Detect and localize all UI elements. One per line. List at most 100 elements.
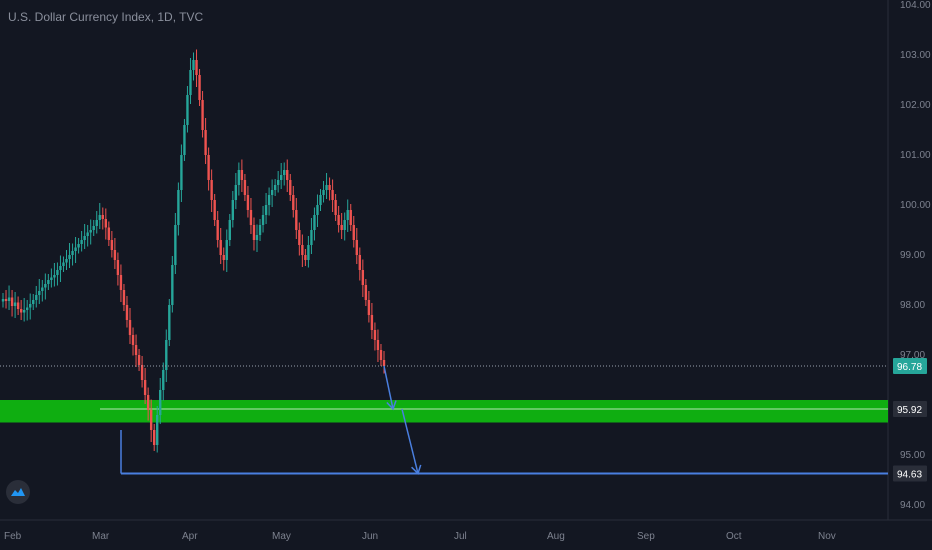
candle-body (367, 300, 371, 315)
candle-body (65, 259, 68, 263)
candle-body (240, 170, 244, 180)
candle-body (83, 236, 86, 240)
projection-arrow[interactable] (401, 408, 419, 474)
candle-body (13, 302, 17, 306)
projection-arrowhead (411, 464, 422, 475)
candle-body (301, 245, 304, 255)
candle-body (358, 255, 362, 270)
candle-body (29, 304, 32, 308)
candle-body (289, 180, 292, 195)
candle-body (231, 200, 235, 220)
chart-title: U.S. Dollar Currency Index, 1D, TVC (8, 10, 204, 24)
candle-body (107, 227, 111, 240)
price-tag-label: 94.63 (897, 470, 922, 481)
candle-body (261, 215, 265, 225)
candle-body (68, 255, 71, 259)
candle-body (343, 220, 346, 230)
candle-body (304, 255, 307, 260)
candle-body (310, 230, 313, 245)
y-tick-label: 103.00 (900, 50, 931, 61)
candle-body (180, 155, 183, 190)
candle-body (149, 410, 153, 430)
x-tick-label: Apr (182, 531, 198, 542)
candle-body (352, 225, 355, 240)
candle-body (113, 250, 117, 260)
candle-body (273, 185, 277, 190)
candle-body (140, 365, 144, 380)
candle-body (10, 297, 14, 306)
candle-body (313, 215, 316, 230)
candle-body (322, 190, 325, 195)
candle-body (355, 240, 358, 255)
price-tag (893, 465, 927, 482)
x-tick-label: Sep (637, 531, 655, 542)
candle-body (243, 180, 247, 195)
price-tag (893, 401, 927, 417)
tradingview-logo-icon[interactable] (6, 480, 30, 504)
candle-body (328, 185, 331, 190)
candle-body (125, 305, 129, 320)
candle-body (4, 299, 8, 301)
candle-body (192, 60, 195, 70)
support-zone[interactable] (0, 400, 888, 423)
candle-body (264, 205, 268, 215)
candle-body (131, 335, 135, 345)
x-tick-label: Mar (92, 531, 110, 542)
candle-body (156, 415, 159, 445)
candle-body (53, 275, 56, 278)
logo-glyph (11, 488, 25, 496)
candle-body (349, 210, 352, 225)
candle-body (346, 210, 349, 220)
candle-body (183, 125, 186, 155)
candle-body (59, 266, 62, 270)
candle-body (340, 225, 343, 230)
y-tick-label: 95.00 (900, 450, 925, 461)
candle-body (171, 265, 174, 305)
y-tick-label: 99.00 (900, 250, 925, 261)
candle-body (168, 305, 171, 340)
candle-body (165, 340, 168, 370)
candle-body (16, 302, 20, 309)
candle-body (210, 180, 213, 200)
projection-arrow[interactable] (383, 365, 394, 410)
y-tick-label: 102.00 (900, 100, 931, 111)
candle-body (162, 370, 165, 390)
x-tick-label: Oct (726, 531, 742, 542)
candle-body (201, 100, 204, 130)
x-tick-label: Jul (454, 531, 467, 542)
candle-body (364, 285, 368, 300)
candle-body (316, 205, 319, 215)
y-tick-label: 97.00 (900, 350, 925, 361)
candle-body (189, 70, 192, 95)
candle-body (98, 215, 101, 220)
y-tick-label: 104.00 (900, 0, 931, 11)
candle-body (298, 230, 301, 245)
x-tick-label: Feb (4, 531, 22, 542)
candle-body (89, 230, 92, 233)
candle-body (50, 277, 53, 280)
candle-body (22, 310, 26, 313)
candle-body (1, 299, 5, 302)
price-tag-label: 95.92 (897, 405, 922, 416)
candle-body (279, 175, 283, 180)
candle-body (283, 170, 286, 175)
projection-arrowhead (386, 400, 397, 411)
candle-body (110, 240, 114, 250)
candle-body (174, 225, 177, 265)
candle-body (252, 225, 256, 240)
candle-body (56, 270, 59, 275)
candle-body (35, 295, 38, 300)
candle-body (207, 155, 210, 180)
candle-body (38, 291, 41, 295)
candle-body (237, 170, 241, 185)
candle-body (101, 215, 104, 219)
candle-body (134, 345, 138, 355)
candle-body (361, 270, 365, 285)
candle-body (7, 297, 11, 301)
x-tick-label: Aug (547, 531, 565, 542)
candle-body (270, 190, 274, 195)
y-tick-label: 98.00 (900, 300, 925, 311)
candle-body (234, 185, 238, 200)
